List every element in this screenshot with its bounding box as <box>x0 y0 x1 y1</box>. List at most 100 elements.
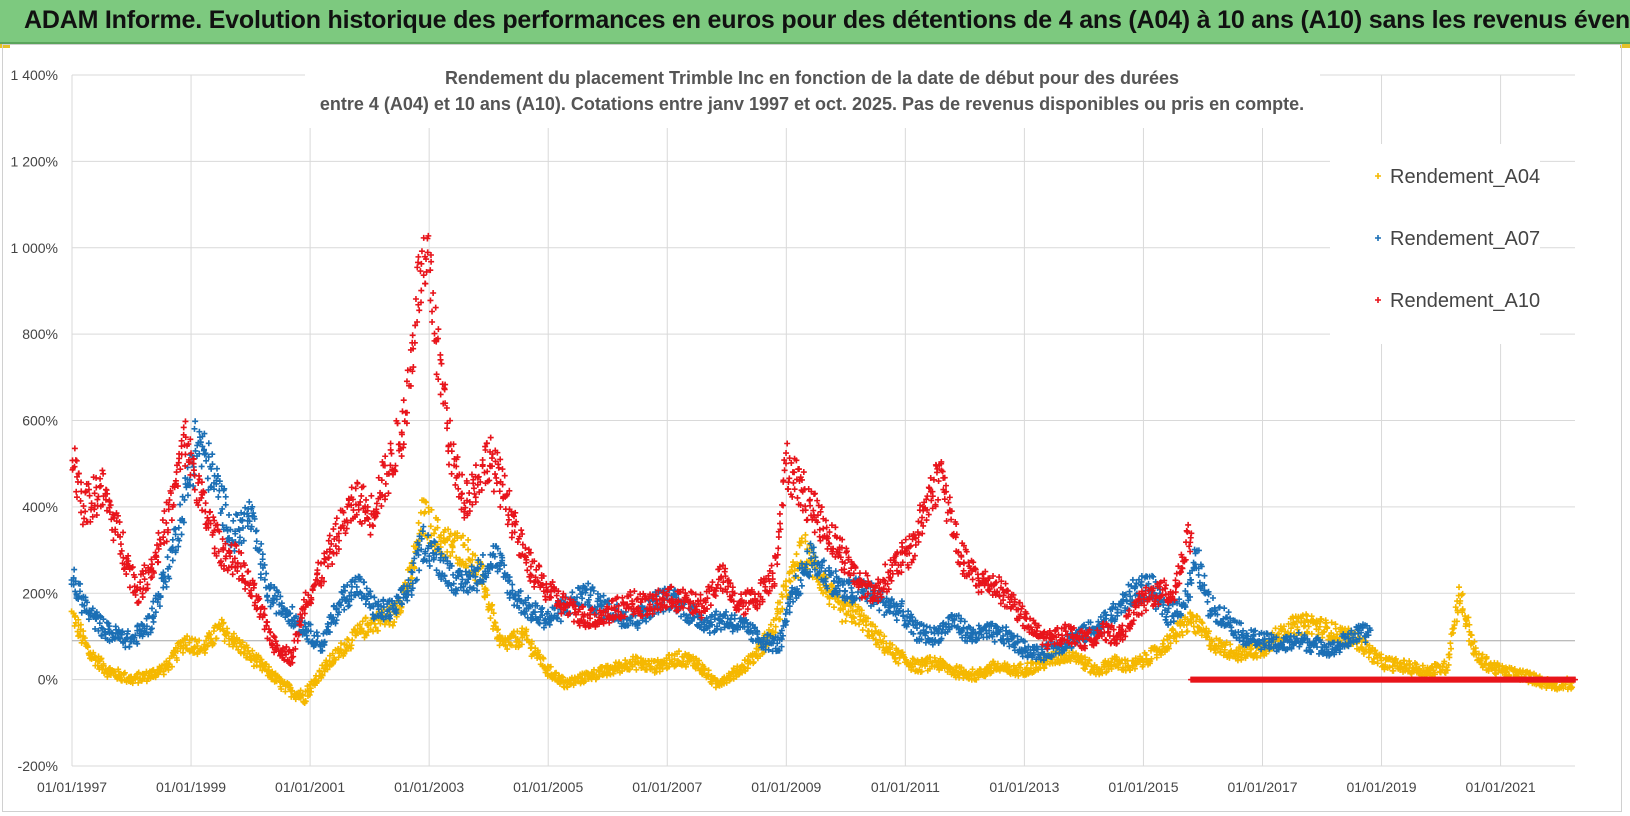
a04-point <box>224 630 231 637</box>
a10-point <box>206 509 213 516</box>
a10-point <box>264 619 271 626</box>
a07-point <box>426 562 433 569</box>
a04-point <box>221 638 228 645</box>
a04-point <box>188 635 195 642</box>
a04-point <box>209 639 216 646</box>
a04-point <box>302 697 309 704</box>
a04-point <box>194 643 201 650</box>
y-tick-label: 1 400% <box>11 67 58 83</box>
a04-point <box>1184 628 1191 635</box>
header-banner: ADAM Informe. Evolution historique des p… <box>0 0 1630 44</box>
a10-point <box>314 567 321 574</box>
a07-point <box>1201 572 1208 579</box>
a04-point <box>308 688 315 695</box>
a10-point <box>82 508 89 515</box>
a07-point <box>213 465 220 472</box>
a10-point <box>78 509 85 516</box>
a07-point <box>253 527 260 534</box>
a04-point <box>830 604 837 611</box>
a04-point <box>233 643 240 650</box>
a04-point <box>281 678 288 685</box>
a04-point <box>787 578 794 585</box>
a10-point <box>139 594 146 601</box>
a04-point <box>100 662 107 669</box>
corner-marker-left <box>0 44 10 48</box>
a10-point <box>358 492 365 499</box>
series-rendement-a10 <box>69 232 1195 667</box>
a10-point <box>330 526 337 533</box>
a07-point <box>371 594 378 601</box>
a04-point <box>94 662 101 669</box>
a10-point <box>95 493 102 500</box>
a04-point <box>1446 651 1453 658</box>
x-tick-label: 01/01/2015 <box>1108 779 1178 795</box>
a10-point <box>178 443 185 450</box>
a04-point <box>842 618 849 625</box>
a10-point <box>126 584 133 591</box>
x-tick-label: 01/01/2003 <box>394 779 464 795</box>
a04-point <box>335 654 342 661</box>
a04-point <box>196 637 203 644</box>
a04-point <box>121 669 128 676</box>
a10-point <box>326 532 333 539</box>
corner-marker-right <box>1620 44 1630 48</box>
a04-point <box>80 628 87 635</box>
a07-point <box>1221 605 1228 612</box>
a10-point <box>182 418 189 425</box>
a04-point <box>1160 637 1167 644</box>
a04-point <box>84 644 91 651</box>
chart-frame <box>2 44 1622 812</box>
a10-point <box>110 537 117 544</box>
a04-point <box>415 519 422 526</box>
a07-point <box>215 493 222 500</box>
a10-point <box>155 529 162 536</box>
a04-point <box>184 633 191 640</box>
a04-point <box>826 601 833 608</box>
a04-point <box>135 669 142 676</box>
a04-point <box>496 642 503 649</box>
a07-point <box>226 511 233 518</box>
a10-point <box>96 483 103 490</box>
a10-point <box>333 515 340 522</box>
a10-point <box>71 445 78 452</box>
x-axis-ticks: 01/01/1997 01/01/1999 01/01/2001 01/01/2003… <box>37 779 1536 795</box>
a04-point <box>210 640 217 647</box>
a07-point <box>150 618 157 625</box>
a04-point <box>465 546 472 553</box>
plot-area <box>68 232 1578 707</box>
x-tick-label: 01/01/2001 <box>275 779 345 795</box>
a04-point <box>224 625 231 632</box>
a04-point <box>115 668 122 675</box>
y-tick-label: 800% <box>22 326 58 342</box>
a04-point <box>750 659 757 666</box>
a04-point <box>362 614 369 621</box>
a07-point <box>126 643 133 650</box>
a07-point <box>1150 573 1157 580</box>
a04-point <box>173 654 180 661</box>
series-rendement-a04 <box>68 497 1576 707</box>
a10-point <box>141 576 148 583</box>
a04-point <box>72 613 79 620</box>
a07-point <box>192 418 199 425</box>
x-tick-label: 01/01/2019 <box>1347 779 1417 795</box>
a07-point <box>905 608 912 615</box>
a10-point <box>80 503 87 510</box>
a04-point <box>249 647 256 654</box>
a07-point <box>184 492 191 499</box>
a07-point <box>198 463 205 470</box>
a10-point <box>245 568 252 575</box>
a04-point <box>487 615 494 622</box>
a07-point <box>148 605 155 612</box>
a04-point <box>417 509 424 516</box>
a04-point <box>98 655 105 662</box>
a07-point <box>205 440 212 447</box>
y-tick-label: 600% <box>22 413 58 429</box>
a04-point <box>239 639 246 646</box>
a10-point <box>94 496 101 503</box>
a04-point <box>363 632 370 639</box>
a04-point <box>258 656 265 663</box>
a04-point <box>81 635 88 642</box>
a10-point <box>117 541 124 548</box>
a07-point <box>314 633 321 640</box>
y-axis-ticks: 1 400%1 200%1 000%800%600%400%200%0%-200… <box>11 67 58 774</box>
